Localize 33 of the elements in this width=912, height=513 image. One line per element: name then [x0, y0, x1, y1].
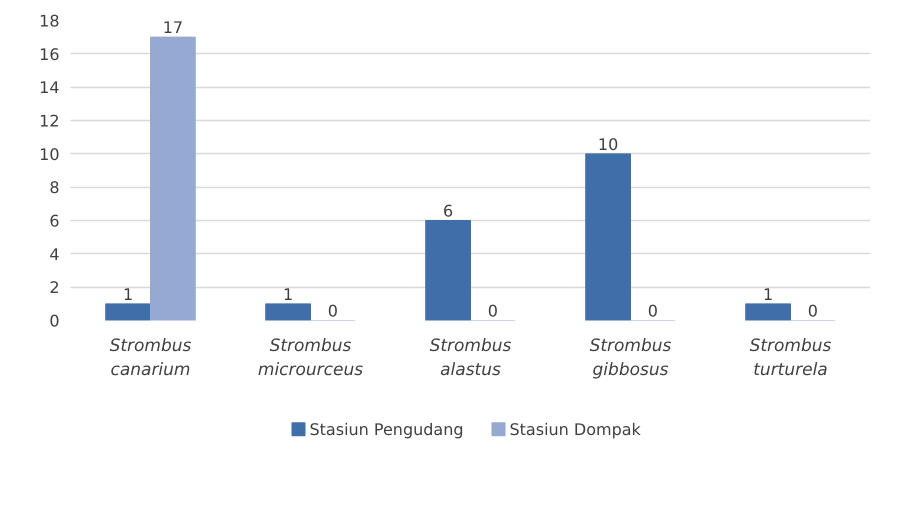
x-tick-label: Strombus alastus: [430, 336, 512, 380]
y-tick-label: 14: [39, 78, 60, 98]
y-tick-label: 10: [39, 144, 60, 164]
data-label: 1: [123, 284, 134, 304]
y-tick-label: 18: [39, 12, 60, 30]
x-tick-label: Strombus gibbosus: [590, 336, 672, 380]
y-tick-label: 6: [49, 212, 60, 230]
data-label: 1: [283, 284, 294, 304]
y-tick-label: 12: [39, 112, 60, 130]
y-tick-label: 16: [39, 44, 60, 64]
x-tick-label: Strombus microurceus: [258, 336, 364, 380]
data-label: 1: [763, 284, 774, 304]
data-label: 6: [443, 202, 454, 220]
data-label: 0: [488, 302, 498, 320]
data-label: 17: [162, 18, 184, 38]
bar: [585, 153, 631, 320]
y-tick-label: 0: [49, 312, 60, 330]
y-tick-label: 2: [49, 278, 60, 298]
data-label: 0: [328, 302, 338, 320]
legend-label: Stasiun Dompak: [510, 420, 642, 439]
data-label: 10: [598, 134, 618, 154]
bar: [265, 303, 311, 320]
x-tick-label: Strombus turturela: [750, 336, 832, 380]
data-label: 0: [648, 302, 658, 320]
y-tick-label: 4: [49, 244, 60, 264]
x-tick-label: Strombus canarium: [110, 336, 192, 380]
legend-label: Stasiun Pengudang: [310, 420, 464, 439]
y-tick-label: 8: [49, 178, 60, 198]
bar: [425, 220, 471, 320]
bar: [150, 36, 196, 320]
bar: [745, 303, 791, 320]
bar: [105, 303, 151, 320]
data-label: 0: [808, 302, 818, 320]
